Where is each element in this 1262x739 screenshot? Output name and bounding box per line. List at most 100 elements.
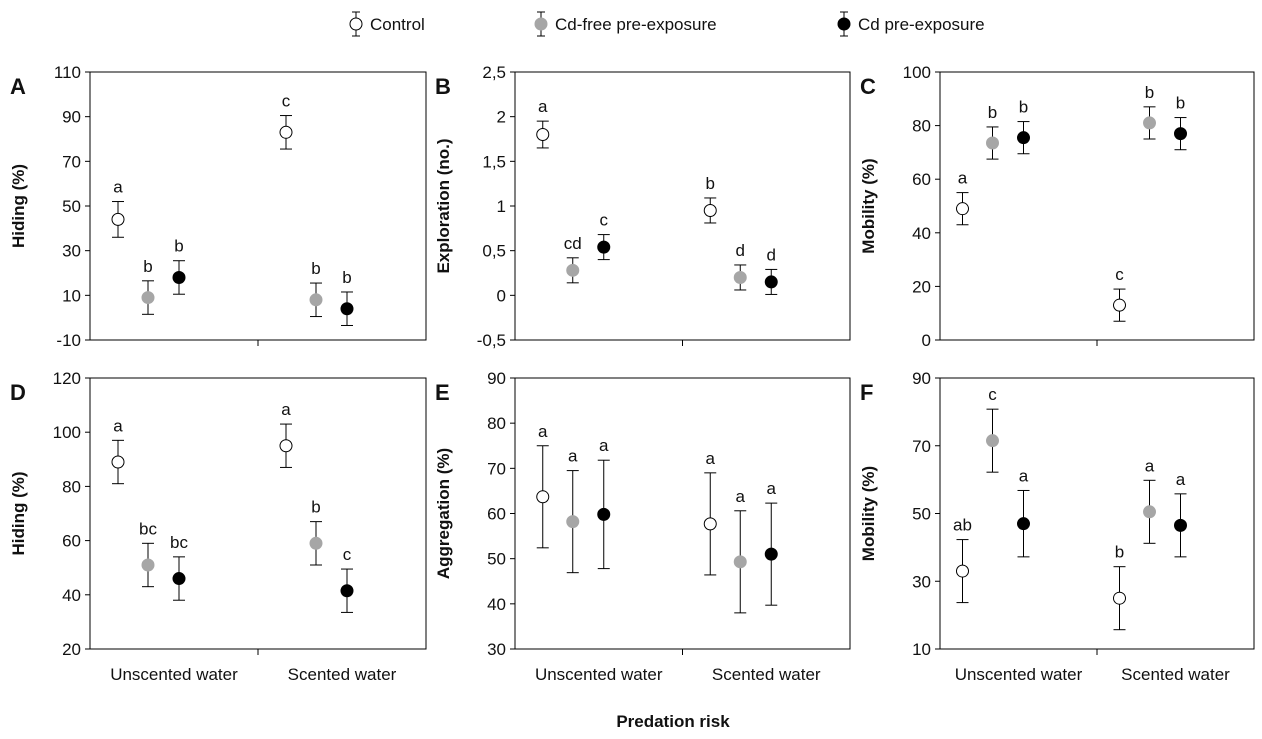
- data-point-cd-free: [986, 136, 999, 150]
- data-point-cd-free: [1143, 116, 1156, 130]
- legend-label-cd: Cd pre-exposure: [858, 15, 985, 34]
- significance-letter-cd-free: b: [1145, 83, 1154, 102]
- category-label-e: Unscented water: [535, 665, 663, 684]
- panel-a: -10 10 30 50 70 90 110 A Hiding (%) a c b b b b: [9, 63, 427, 350]
- y-tick-label-a: 10: [62, 286, 81, 305]
- panel-c: 0 20 40 60 80 100 C Mobility (%) a c b b b b: [859, 63, 1255, 350]
- y-tick-label-c: 60: [912, 170, 931, 189]
- significance-letter-cd-free: a: [1145, 456, 1155, 475]
- y-tick-label-c: 40: [912, 224, 931, 243]
- y-tick-label-a: 110: [54, 63, 81, 82]
- legend: Control Cd-free pre-exposure Cd pre-expo…: [349, 11, 985, 37]
- legend-item-cd-free: Cd-free pre-exposure: [534, 11, 717, 37]
- data-point-cd: [597, 507, 611, 521]
- panel-letter-a: A: [10, 74, 26, 99]
- data-point-control: [536, 128, 550, 142]
- data-point-control: [1113, 298, 1126, 312]
- y-axis-label-b: Exploration (no.): [434, 138, 453, 273]
- significance-letter-cd: b: [1019, 98, 1028, 117]
- y-tick-label-b: 2,5: [482, 63, 506, 82]
- y-tick-label-b: 0,5: [482, 242, 506, 261]
- significance-letter-control: c: [1115, 265, 1124, 284]
- y-tick-label-c: 100: [903, 63, 931, 82]
- y-tick-label-b: 1,5: [482, 152, 506, 171]
- plot-frame-f: [939, 377, 1255, 650]
- panel-letter-b: B: [435, 74, 451, 99]
- category-label-d: Unscented water: [110, 665, 238, 684]
- data-point-cd-free: [733, 555, 747, 569]
- y-axis-label-e: Aggregation (%): [434, 448, 453, 579]
- y-tick-label-e: 40: [487, 595, 506, 614]
- y-tick-label-d: 80: [62, 477, 81, 496]
- data-point-control: [111, 455, 125, 469]
- significance-letter-control: b: [706, 174, 715, 193]
- significance-letter-control: a: [706, 449, 716, 468]
- data-point-cd: [597, 240, 611, 254]
- plot-frame-d: [89, 377, 427, 650]
- significance-letter-control: a: [113, 178, 123, 197]
- data-point-cd: [1017, 131, 1030, 145]
- significance-letter-control: ab: [953, 516, 972, 535]
- data-point-control: [1113, 591, 1126, 605]
- y-tick-label-d: 60: [62, 532, 81, 551]
- panel-letter-c: C: [860, 74, 876, 99]
- panel-letter-d: D: [10, 380, 26, 405]
- significance-letter-control: b: [1115, 543, 1124, 562]
- significance-letter-control: a: [538, 422, 548, 441]
- y-tick-label-f: 50: [912, 505, 931, 524]
- y-tick-label-d: 20: [62, 640, 81, 659]
- common-x-axis-label: Predation risk: [616, 712, 730, 731]
- significance-letter-cd: b: [342, 268, 351, 287]
- y-tick-label-b: 0: [497, 286, 506, 305]
- data-point-control: [279, 439, 293, 453]
- category-label-f: Unscented water: [955, 665, 1083, 684]
- legend-marker-control: [349, 17, 363, 31]
- data-point-control: [956, 564, 969, 578]
- significance-letter-cd: c: [600, 211, 609, 230]
- data-point-cd-free: [1143, 505, 1156, 519]
- data-point-control: [703, 517, 717, 531]
- significance-letter-control: a: [958, 169, 968, 188]
- data-point-control: [279, 125, 293, 139]
- y-tick-label-f: 90: [912, 369, 931, 388]
- y-tick-label-c: 20: [912, 277, 931, 296]
- category-label-e: Scented water: [712, 665, 821, 684]
- data-point-cd-free: [309, 536, 323, 550]
- y-tick-label-c: 80: [912, 117, 931, 136]
- data-point-cd-free: [141, 558, 155, 572]
- y-tick-label-d: 40: [62, 586, 81, 605]
- y-tick-label-f: 10: [912, 640, 931, 659]
- y-tick-label-a: 70: [62, 152, 81, 171]
- data-point-control: [956, 202, 969, 216]
- panel-letter-f: F: [860, 380, 873, 405]
- legend-marker-cd: [837, 17, 851, 31]
- significance-letter-cd-free: a: [568, 447, 578, 466]
- y-axis-label-a: Hiding (%): [9, 164, 28, 248]
- category-label-f: Scented water: [1121, 665, 1230, 684]
- significance-letter-cd: b: [174, 237, 183, 256]
- significance-letter-cd: c: [343, 545, 352, 564]
- significance-letter-cd-free: c: [988, 385, 997, 404]
- y-tick-label-a: 90: [62, 108, 81, 127]
- significance-letter-cd: a: [599, 436, 609, 455]
- plot-frame-a: [89, 71, 427, 341]
- data-point-control: [111, 212, 125, 226]
- significance-letter-cd: a: [1176, 470, 1186, 489]
- panel-d: 20 40 60 80 100 120 D Hiding (%) Unscented water…: [9, 369, 427, 684]
- y-tick-label-e: 50: [487, 550, 506, 569]
- significance-letter-cd: b: [1176, 94, 1185, 113]
- data-point-cd-free: [566, 263, 580, 277]
- panel-e: 30 40 50 60 70 80 90 E Aggregation (%) Unscented …: [434, 369, 851, 684]
- y-tick-label-e: 30: [487, 640, 506, 659]
- panel-f: 10 30 50 70 90 F Mobility (%) Unscented water Sc…: [859, 369, 1255, 684]
- significance-letter-cd: a: [1019, 466, 1029, 485]
- y-tick-label-f: 70: [912, 437, 931, 456]
- data-point-cd: [340, 584, 354, 598]
- y-tick-label-a: 50: [62, 197, 81, 216]
- plot-frame-b: [514, 71, 851, 341]
- data-point-cd: [764, 547, 778, 561]
- y-tick-label-d: 100: [53, 423, 81, 442]
- data-point-control: [536, 490, 550, 504]
